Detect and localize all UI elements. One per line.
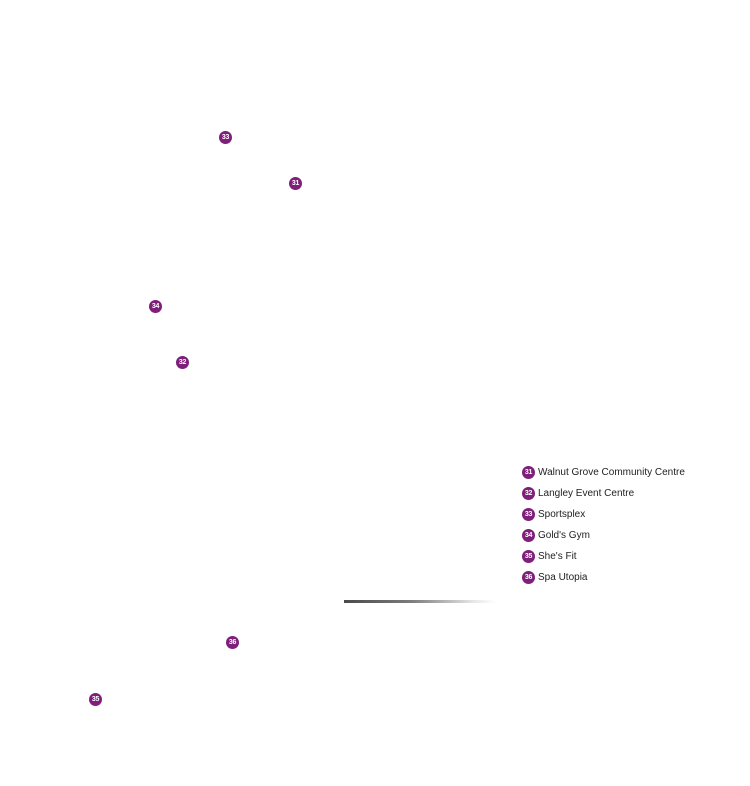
- map-marker-31[interactable]: 31: [289, 177, 302, 190]
- legend-item-33[interactable]: 33 Sportsplex: [522, 504, 742, 525]
- legend-item-32[interactable]: 32 Langley Event Centre: [522, 483, 742, 504]
- legend-label: Walnut Grove Community Centre: [538, 467, 685, 478]
- legend-badge: 35: [522, 550, 535, 563]
- legend-badge: 32: [522, 487, 535, 500]
- legend-label: Spa Utopia: [538, 572, 588, 583]
- legend-item-35[interactable]: 35 She's Fit: [522, 546, 742, 567]
- legend-item-34[interactable]: 34 Gold's Gym: [522, 525, 742, 546]
- map-legend: 31 Walnut Grove Community Centre 32 Lang…: [522, 462, 742, 588]
- legend-badge: 34: [522, 529, 535, 542]
- map-marker-32[interactable]: 32: [176, 356, 189, 369]
- legend-label: She's Fit: [538, 551, 577, 562]
- map-marker-33[interactable]: 33: [219, 131, 232, 144]
- legend-badge: 33: [522, 508, 535, 521]
- legend-label: Langley Event Centre: [538, 488, 635, 499]
- legend-item-31[interactable]: 31 Walnut Grove Community Centre: [522, 462, 742, 483]
- map-marker-36[interactable]: 36: [226, 636, 239, 649]
- fade-divider: [344, 600, 496, 603]
- map-marker-34[interactable]: 34: [149, 300, 162, 313]
- legend-label: Gold's Gym: [538, 530, 590, 541]
- legend-item-36[interactable]: 36 Spa Utopia: [522, 567, 742, 588]
- legend-badge: 31: [522, 466, 535, 479]
- legend-badge: 36: [522, 571, 535, 584]
- legend-label: Sportsplex: [538, 509, 586, 520]
- map-marker-35[interactable]: 35: [89, 693, 102, 706]
